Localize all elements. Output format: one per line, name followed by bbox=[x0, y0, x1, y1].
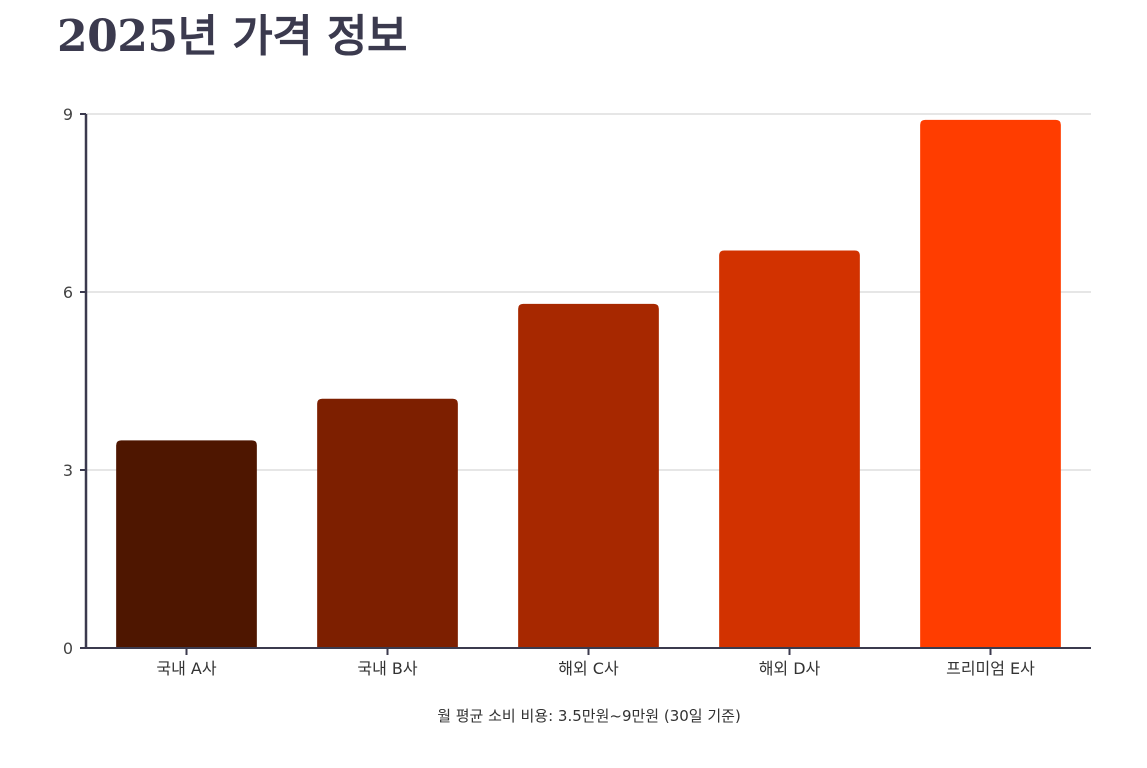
chart-title: 2025년 가격 정보 bbox=[57, 11, 408, 62]
x-tick-label: 해외 D사 bbox=[759, 659, 821, 678]
y-tick-label: 9 bbox=[63, 105, 73, 124]
x-axis-ticks: 국내 A사 국내 B사 해외 C사 해외 D사 프리미엄 E사 bbox=[156, 648, 1035, 678]
bar-1 bbox=[116, 440, 257, 648]
bar-4 bbox=[719, 250, 860, 648]
y-tick-label: 3 bbox=[63, 461, 73, 480]
x-tick-label: 해외 C사 bbox=[558, 659, 619, 678]
x-axis-title: 월 평균 소비 비용: 3.5만원~9만원 (30일 기준) bbox=[437, 707, 741, 725]
y-axis-ticks: 0 3 6 9 bbox=[63, 105, 86, 658]
bar-2 bbox=[317, 398, 458, 648]
y-tick-label: 6 bbox=[63, 283, 73, 302]
x-tick-label: 프리미엄 E사 bbox=[946, 659, 1035, 678]
x-tick-label: 국내 A사 bbox=[156, 659, 216, 678]
bar-5 bbox=[920, 119, 1061, 648]
y-tick-label: 0 bbox=[63, 639, 73, 658]
x-tick-label: 국내 B사 bbox=[357, 659, 418, 678]
bars bbox=[116, 119, 1061, 648]
bar-3 bbox=[518, 303, 659, 648]
axes bbox=[80, 114, 1091, 649]
